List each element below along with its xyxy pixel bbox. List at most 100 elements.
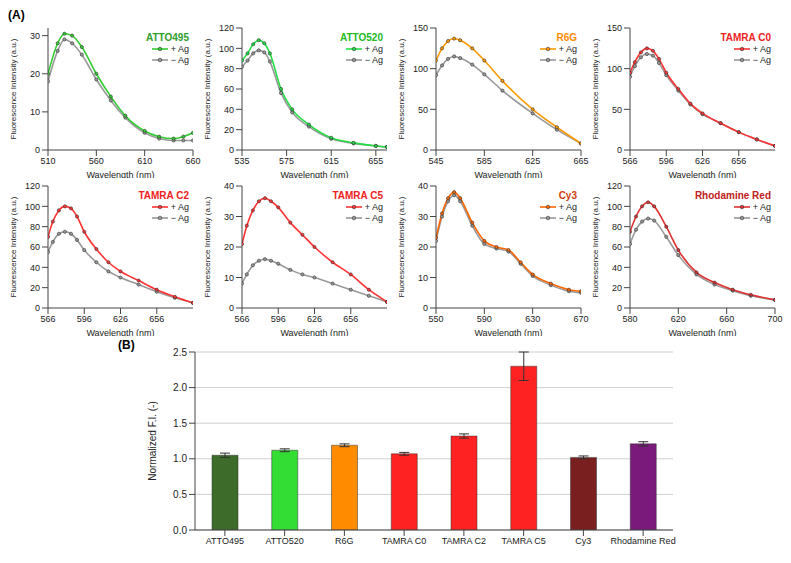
svg-text:566: 566 <box>622 156 637 166</box>
svg-text:Wavelength (nm): Wavelength (nm) <box>86 170 154 178</box>
svg-text:ATTO495: ATTO495 <box>206 536 244 546</box>
svg-text:40: 40 <box>612 263 622 273</box>
svg-text:545: 545 <box>428 156 443 166</box>
svg-text:Fluorescence Intensity (a.u.): Fluorescence Intensity (a.u.) <box>397 196 406 297</box>
svg-text:596: 596 <box>271 314 286 324</box>
svg-text:ATTO520: ATTO520 <box>266 536 304 546</box>
svg-text:Fluorescence Intensity (a.u.): Fluorescence Intensity (a.u.) <box>203 196 212 297</box>
svg-text:100: 100 <box>607 64 622 74</box>
svg-text:660: 660 <box>719 314 734 324</box>
svg-text:Fluorescence Intensity (a.u.): Fluorescence Intensity (a.u.) <box>591 196 600 297</box>
svg-text:Fluorescence Intensity (a.u.): Fluorescence Intensity (a.u.) <box>591 38 600 139</box>
svg-text:700: 700 <box>767 314 782 324</box>
svg-text:Fluorescence Intensity (a.u.): Fluorescence Intensity (a.u.) <box>9 38 18 139</box>
svg-text:1.0: 1.0 <box>173 453 187 464</box>
svg-text:10: 10 <box>418 273 428 283</box>
svg-text:TAMRA C5: TAMRA C5 <box>501 536 545 546</box>
svg-text:Fluorescence Intensity (a.u.): Fluorescence Intensity (a.u.) <box>9 196 18 297</box>
svg-text:585: 585 <box>477 156 492 166</box>
svg-text:100: 100 <box>25 202 40 212</box>
svg-text:0: 0 <box>35 145 40 155</box>
svg-text:80: 80 <box>224 64 234 74</box>
svg-text:656: 656 <box>149 314 164 324</box>
svg-text:0: 0 <box>229 145 234 155</box>
svg-text:656: 656 <box>731 156 746 166</box>
svg-text:40: 40 <box>30 263 40 273</box>
svg-text:Normalized F.I. (-): Normalized F.I. (-) <box>147 401 158 480</box>
svg-text:60: 60 <box>612 242 622 252</box>
svg-text:610: 610 <box>137 156 152 166</box>
svg-text:590: 590 <box>477 314 492 324</box>
svg-text:670: 670 <box>573 314 588 324</box>
svg-text:626: 626 <box>113 314 128 324</box>
svg-text:0: 0 <box>229 303 234 313</box>
svg-text:Wavelength (nm): Wavelength (nm) <box>668 328 736 336</box>
svg-text:80: 80 <box>612 222 622 232</box>
svg-text:40: 40 <box>224 181 234 191</box>
svg-text:626: 626 <box>695 156 710 166</box>
svg-text:20: 20 <box>30 283 40 293</box>
svg-text:20: 20 <box>612 283 622 293</box>
svg-text:580: 580 <box>622 314 637 324</box>
svg-text:20: 20 <box>224 242 234 252</box>
svg-text:1.5: 1.5 <box>173 418 187 429</box>
svg-text:0: 0 <box>423 145 428 155</box>
svg-text:TAMRA C2: TAMRA C2 <box>442 536 486 546</box>
svg-text:60: 60 <box>224 84 234 94</box>
svg-text:30: 30 <box>418 212 428 222</box>
svg-text:596: 596 <box>77 314 92 324</box>
svg-text:660: 660 <box>185 156 200 166</box>
svg-text:100: 100 <box>219 44 234 54</box>
svg-text:100: 100 <box>607 202 622 212</box>
svg-text:560: 560 <box>89 156 104 166</box>
svg-text:550: 550 <box>428 314 443 324</box>
svg-text:Wavelength (nm): Wavelength (nm) <box>86 328 154 336</box>
svg-text:120: 120 <box>607 181 622 191</box>
svg-text:0: 0 <box>35 303 40 313</box>
svg-text:575: 575 <box>279 156 294 166</box>
svg-text:150: 150 <box>607 23 622 33</box>
svg-text:Rhodamine Red: Rhodamine Red <box>611 536 676 546</box>
svg-text:566: 566 <box>234 314 249 324</box>
svg-text:120: 120 <box>219 23 234 33</box>
svg-text:100: 100 <box>413 64 428 74</box>
svg-text:625: 625 <box>525 156 540 166</box>
svg-text:0: 0 <box>617 303 622 313</box>
svg-text:TAMRA C0: TAMRA C0 <box>382 536 426 546</box>
svg-text:0.0: 0.0 <box>173 525 187 536</box>
svg-text:620: 620 <box>671 314 686 324</box>
svg-text:R6G: R6G <box>335 536 354 546</box>
svg-text:150: 150 <box>413 23 428 33</box>
svg-text:Wavelength (nm): Wavelength (nm) <box>474 170 542 178</box>
svg-text:Wavelength (nm): Wavelength (nm) <box>280 170 348 178</box>
svg-text:30: 30 <box>30 31 40 41</box>
svg-text:510: 510 <box>40 156 55 166</box>
svg-text:20: 20 <box>30 69 40 79</box>
svg-text:656: 656 <box>343 314 358 324</box>
svg-text:Wavelength (nm): Wavelength (nm) <box>668 170 736 178</box>
svg-text:535: 535 <box>234 156 249 166</box>
svg-text:50: 50 <box>612 105 622 115</box>
svg-text:40: 40 <box>224 105 234 115</box>
svg-text:30: 30 <box>224 212 234 222</box>
svg-text:40: 40 <box>418 181 428 191</box>
svg-text:626: 626 <box>307 314 322 324</box>
svg-text:10: 10 <box>30 107 40 117</box>
svg-text:566: 566 <box>40 314 55 324</box>
svg-text:615: 615 <box>324 156 339 166</box>
svg-text:120: 120 <box>25 181 40 191</box>
svg-text:665: 665 <box>573 156 588 166</box>
svg-text:2.5: 2.5 <box>173 347 187 358</box>
svg-text:0.5: 0.5 <box>173 489 187 500</box>
svg-text:630: 630 <box>525 314 540 324</box>
svg-text:50: 50 <box>418 105 428 115</box>
svg-text:20: 20 <box>224 125 234 135</box>
svg-text:20: 20 <box>418 242 428 252</box>
svg-text:Fluorescence Intensity (a.u.): Fluorescence Intensity (a.u.) <box>397 38 406 139</box>
svg-text:10: 10 <box>224 273 234 283</box>
svg-text:596: 596 <box>659 156 674 166</box>
svg-text:655: 655 <box>368 156 383 166</box>
svg-text:Wavelength (nm): Wavelength (nm) <box>474 328 542 336</box>
svg-text:Cy3: Cy3 <box>575 536 591 546</box>
svg-text:60: 60 <box>30 242 40 252</box>
